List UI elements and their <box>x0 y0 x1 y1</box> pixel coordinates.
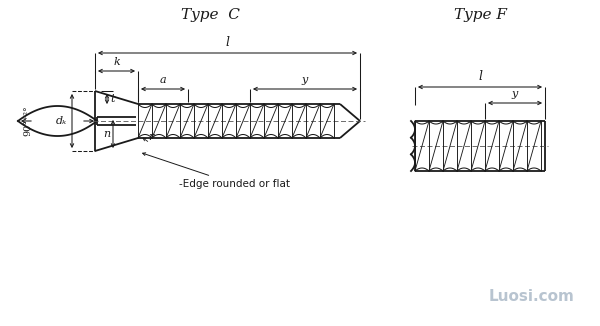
Text: t: t <box>110 94 115 104</box>
Text: y: y <box>302 75 308 85</box>
Text: l: l <box>478 70 482 83</box>
Text: l: l <box>226 36 229 49</box>
Text: Luosi.com: Luosi.com <box>489 289 575 304</box>
Text: a: a <box>160 75 166 85</box>
Text: Type  C: Type C <box>181 8 239 22</box>
Text: n: n <box>103 129 110 139</box>
Text: r: r <box>148 132 154 142</box>
Text: k: k <box>113 57 120 67</box>
Text: 90°⁺²°: 90°⁺²° <box>23 106 32 136</box>
Text: dₖ: dₖ <box>56 116 67 126</box>
Text: y: y <box>512 89 518 99</box>
Text: Type F: Type F <box>454 8 506 22</box>
Text: -Edge rounded or flat: -Edge rounded or flat <box>143 153 290 189</box>
